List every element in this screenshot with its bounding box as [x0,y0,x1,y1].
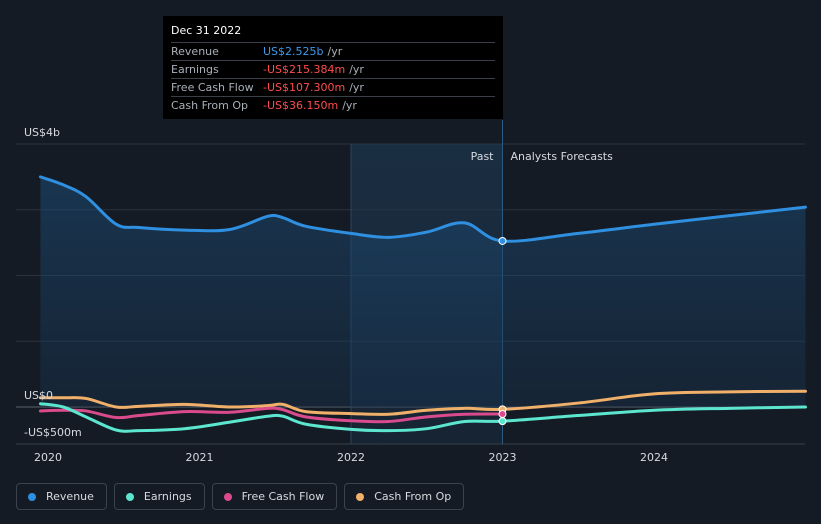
tooltip-row-cash-from-op: Cash From Op -US$36.150m /yr [171,96,495,114]
tooltip-row-earnings: Earnings -US$215.384m /yr [171,60,495,78]
legend-label: Cash From Op [374,490,452,503]
series-line-earnings [38,402,807,433]
revenue-area [40,176,806,407]
legend-label: Free Cash Flow [241,490,325,503]
tooltip-row-revenue: Revenue US$2.525b /yr [171,42,495,60]
legend-item-cash-from-op[interactable]: Cash From Op [344,483,465,510]
tooltip-value: -US$107.300m [263,81,346,94]
tooltip-value: US$2.525b [263,45,324,58]
tooltip-value: -US$36.150m [263,99,339,112]
tooltip-unit: /yr [327,45,343,58]
point-marker-free-cash-flow [498,410,507,419]
x-tick-label: 2022 [337,451,365,464]
legend-item-revenue[interactable]: Revenue [16,483,107,510]
forecast-label: Analysts Forecasts [511,150,614,163]
x-tick-label: 2023 [489,451,517,464]
tooltip-label: Earnings [171,63,219,76]
legend-item-free-cash-flow[interactable]: Free Cash Flow [211,483,338,510]
tooltip-label: Revenue [171,45,219,58]
chart-tooltip: Dec 31 2022 Revenue US$2.525b /yr Earnin… [163,16,503,119]
point-marker-revenue [498,236,507,245]
past-label: Past [471,150,495,163]
legend-dot-icon [28,492,36,501]
x-tick-label: 2024 [640,451,668,464]
x-tick-label: 2020 [34,451,62,464]
point-marker-earnings [498,417,507,426]
tooltip-unit: /yr [349,63,364,76]
legend-label: Revenue [46,490,94,503]
y-axis-label-zero: US$0 [24,389,53,402]
legend-item-earnings[interactable]: Earnings [113,483,205,510]
tooltip-label: Cash From Op [171,99,249,112]
series-line-revenue [38,175,807,243]
tooltip-unit: /yr [349,81,364,94]
series-line-cash-from-op [38,389,807,416]
legend-dot-icon [356,492,365,501]
y-axis-label-top: US$4b [24,126,60,139]
series-line-free-cash-flow [38,406,504,424]
tooltip-row-free-cash-flow: Free Cash Flow -US$107.300m /yr [171,78,495,96]
tooltip-label: Free Cash Flow [171,81,254,94]
tooltip-date: Dec 31 2022 [171,24,242,37]
y-axis-label-bottom: -US$500m [24,426,82,439]
legend-dot-icon [125,492,134,501]
legend-dot-icon [223,492,232,501]
x-tick-label: 2021 [186,451,214,464]
tooltip-value: -US$215.384m [263,63,346,76]
legend-label: Earnings [143,490,192,503]
chart-legend: Revenue Earnings Free Cash Flow Cash Fro… [16,483,465,510]
tooltip-unit: /yr [342,99,357,112]
